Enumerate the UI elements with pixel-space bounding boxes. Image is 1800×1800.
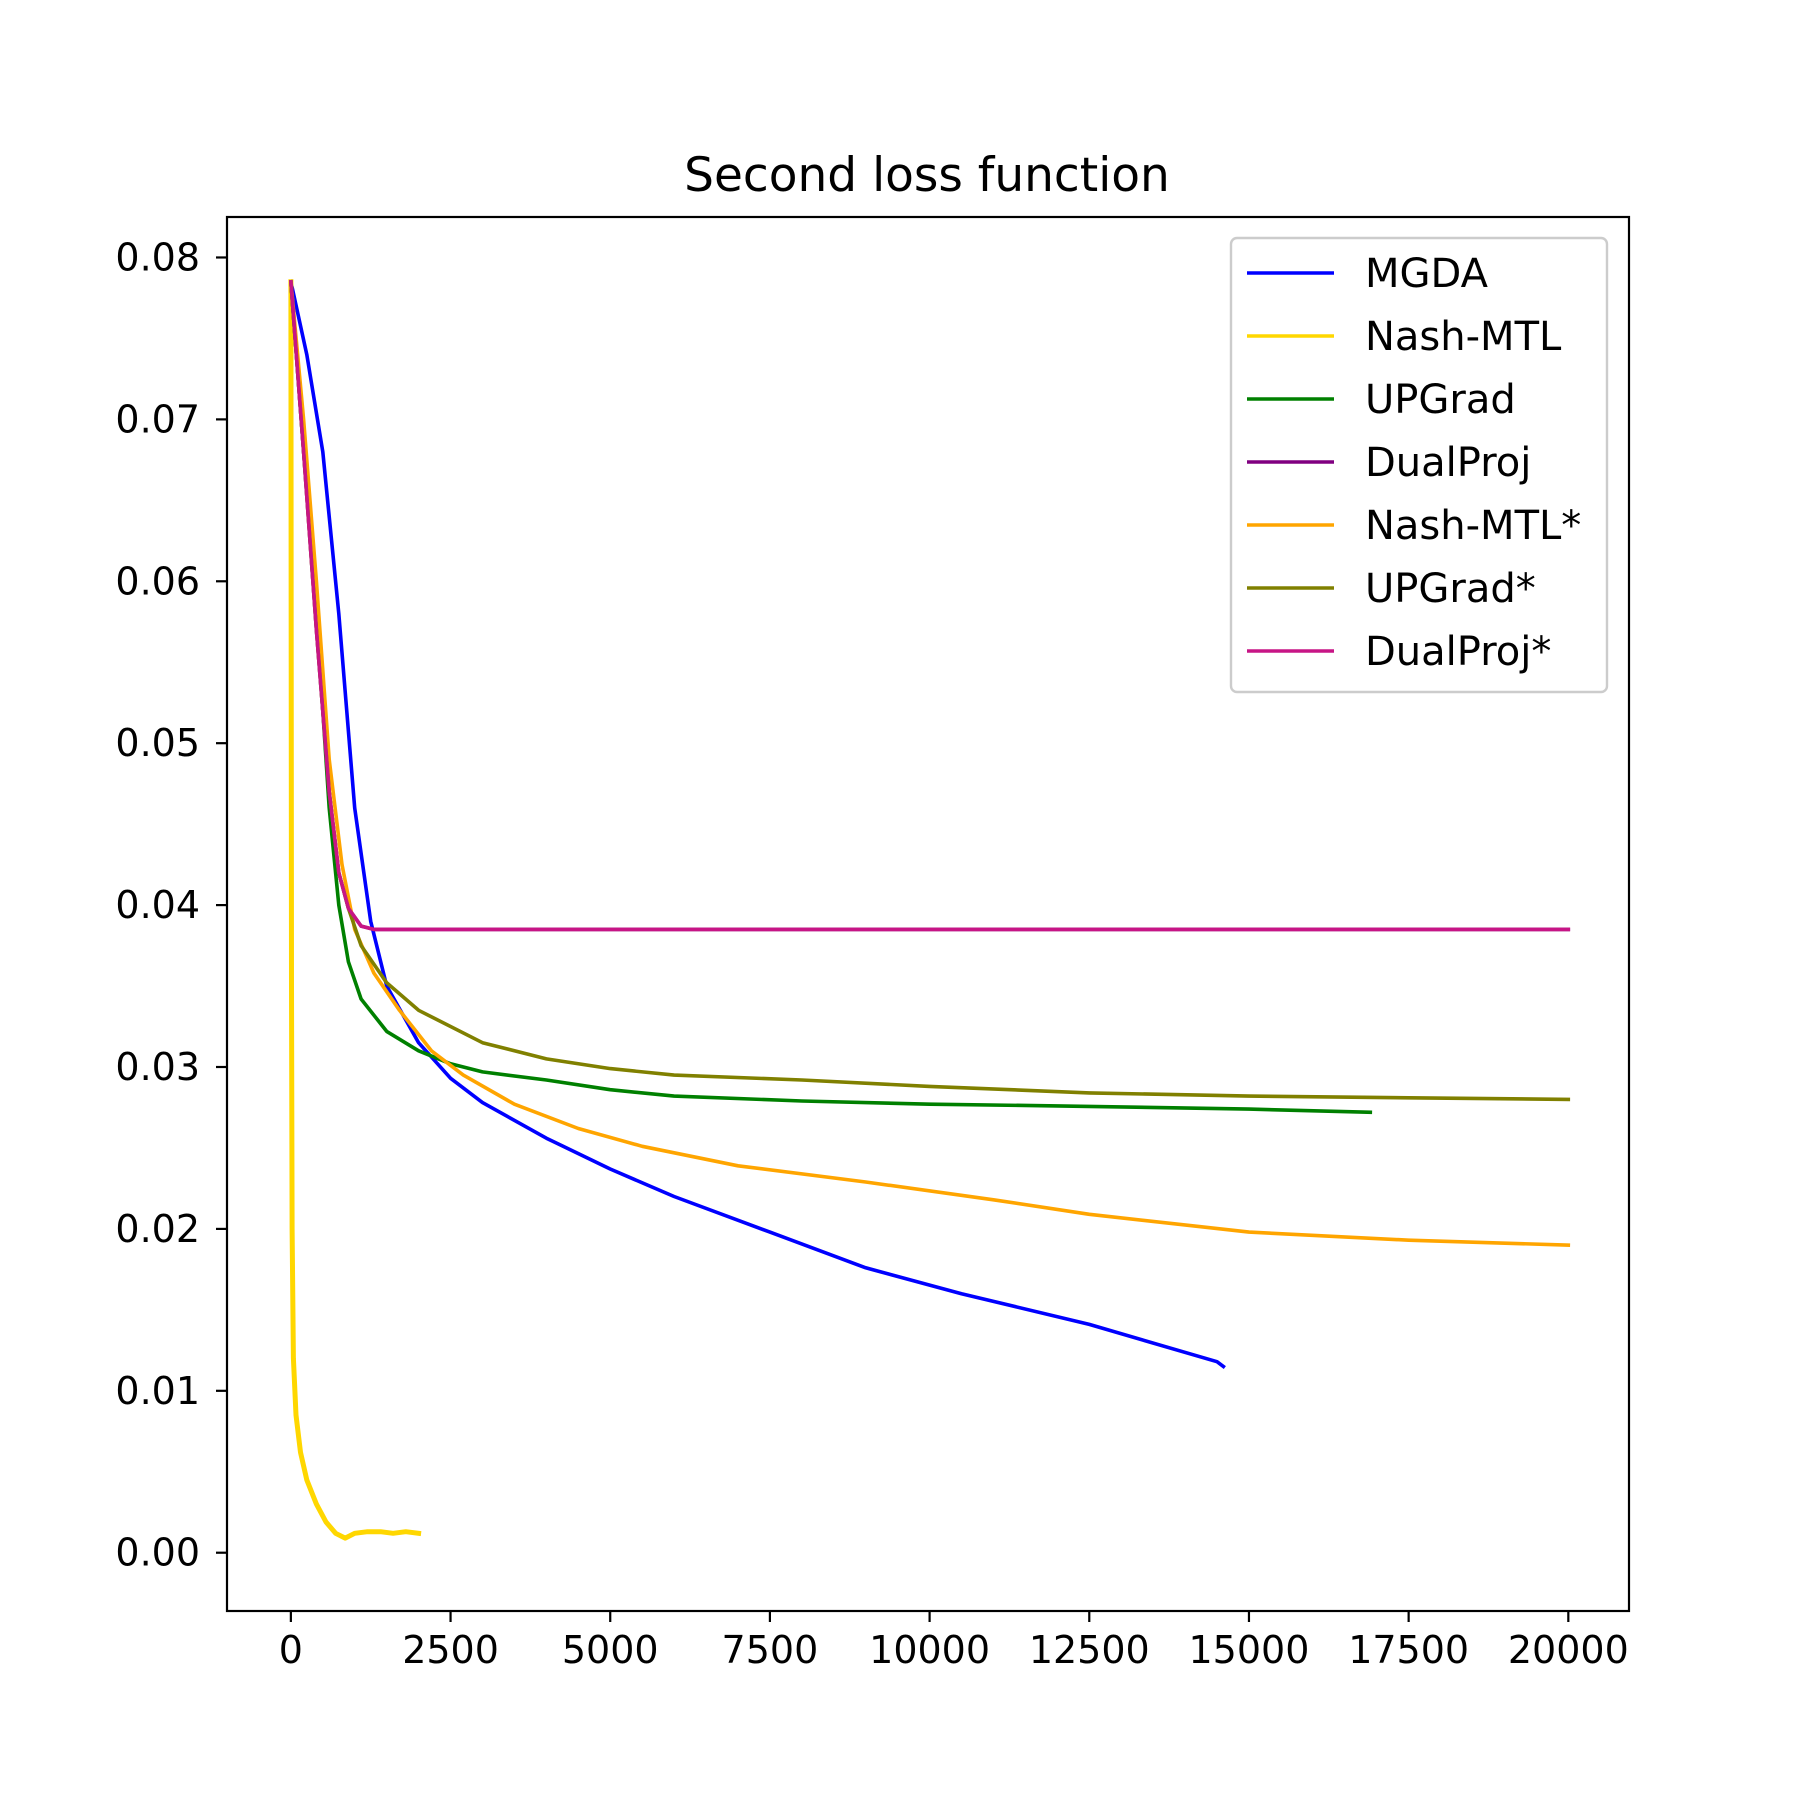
- series-line-dualproj-star: [288, 279, 1571, 932]
- legend-label-dualproj-star: DualProj*: [1365, 629, 1551, 675]
- plot-frame: [225, 215, 1631, 1613]
- series-line-mgda: [288, 279, 1226, 1370]
- legend-box: [1229, 236, 1609, 694]
- x-tick-label: 7500: [722, 1628, 819, 1672]
- y-tick-label: 0.01: [115, 1369, 200, 1413]
- plot-area: [225, 215, 1631, 1613]
- x-tick-label: 20000: [1508, 1628, 1629, 1672]
- legend-label-upgrad: UPGrad: [1365, 377, 1516, 423]
- y-tick-label: 0.06: [115, 559, 200, 603]
- x-tick-label: 10000: [869, 1628, 990, 1672]
- legend-items: MGDA Nash-MTL UPGrad DualProj Nash-MTL* UPGra…: [1247, 251, 1581, 675]
- x-tick-label: 17500: [1348, 1628, 1469, 1672]
- series-layer: [288, 279, 1571, 1541]
- x-tick-label: 15000: [1189, 1628, 1310, 1672]
- y-tick-label: 0.03: [115, 1045, 200, 1089]
- x-tick-label: 12500: [1029, 1628, 1150, 1672]
- y-tick-label: 0.07: [115, 397, 200, 441]
- y-tick-label: 0.05: [115, 721, 200, 765]
- series-line-nash-mtl: [288, 279, 422, 1541]
- legend-label-nash-mtl-star: Nash-MTL*: [1365, 503, 1581, 549]
- legend-label-mgda: MGDA: [1365, 251, 1489, 297]
- x-tick-label: 5000: [562, 1628, 659, 1672]
- legend-label-dualproj: DualProj: [1365, 440, 1531, 486]
- y-axis: 0.00 0.01 0.02 0.03 0.04 0.05 0.06 0.07 0.08: [115, 235, 227, 1575]
- y-tick-label: 0.04: [115, 883, 200, 927]
- y-tick-label: 0.08: [115, 235, 200, 279]
- legend-label-upgrad-star: UPGrad*: [1365, 566, 1536, 612]
- x-tick-label: 2500: [402, 1628, 499, 1672]
- y-tick-label: 0.02: [115, 1207, 200, 1251]
- legend: MGDA Nash-MTL UPGrad DualProj Nash-MTL* UPGra…: [1229, 236, 1609, 694]
- series-line-nash-mtl-star: [288, 279, 1571, 1247]
- y-tick-label: 0.00: [115, 1531, 200, 1575]
- x-axis: 0 2500 5000 7500 10000 12500 15000 17500 20000: [279, 1611, 1629, 1672]
- chart-title: Second loss function: [684, 148, 1170, 203]
- x-tick-label: 0: [279, 1628, 303, 1672]
- legend-label-nash-mtl: Nash-MTL: [1365, 314, 1562, 360]
